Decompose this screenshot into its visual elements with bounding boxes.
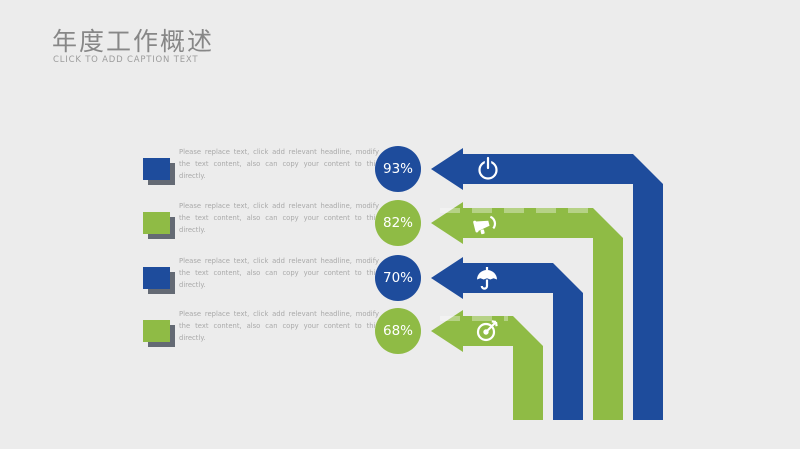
bullet-square (143, 267, 170, 289)
percent-badge: 70% (375, 255, 421, 301)
percent-value: 93% (382, 161, 413, 177)
arrow-row-1 (431, 148, 663, 420)
percent-value: 70% (382, 270, 413, 286)
target-icon (476, 320, 498, 342)
arrow-row-3 (431, 257, 583, 420)
body-text-placeholder[interactable]: Please replace text, click add relevant … (179, 148, 379, 180)
caption-placeholder[interactable]: CLICK TO ADD CAPTION TEXT (53, 55, 199, 65)
percent-badge: 93% (375, 146, 421, 192)
percent-badge: 82% (375, 200, 421, 246)
power-icon (478, 156, 498, 180)
percent-badge: 68% (375, 308, 421, 354)
body-text-placeholder[interactable]: Please replace text, click add relevant … (179, 310, 379, 342)
bullet-square (143, 212, 170, 234)
bullet-square (143, 320, 170, 342)
umbrella-icon (477, 267, 497, 290)
arrow-row-4 (431, 310, 543, 420)
megaphone-icon (473, 215, 497, 235)
body-text-placeholder[interactable]: Please replace text, click add relevant … (179, 257, 379, 289)
body-text-placeholder[interactable]: Please replace text, click add relevant … (179, 202, 379, 234)
percent-value: 68% (382, 323, 413, 339)
bullet-square (143, 158, 170, 180)
slide-title[interactable]: 年度工作概述 (52, 27, 215, 56)
arrow-row-2 (431, 202, 623, 420)
percent-value: 82% (382, 215, 413, 231)
